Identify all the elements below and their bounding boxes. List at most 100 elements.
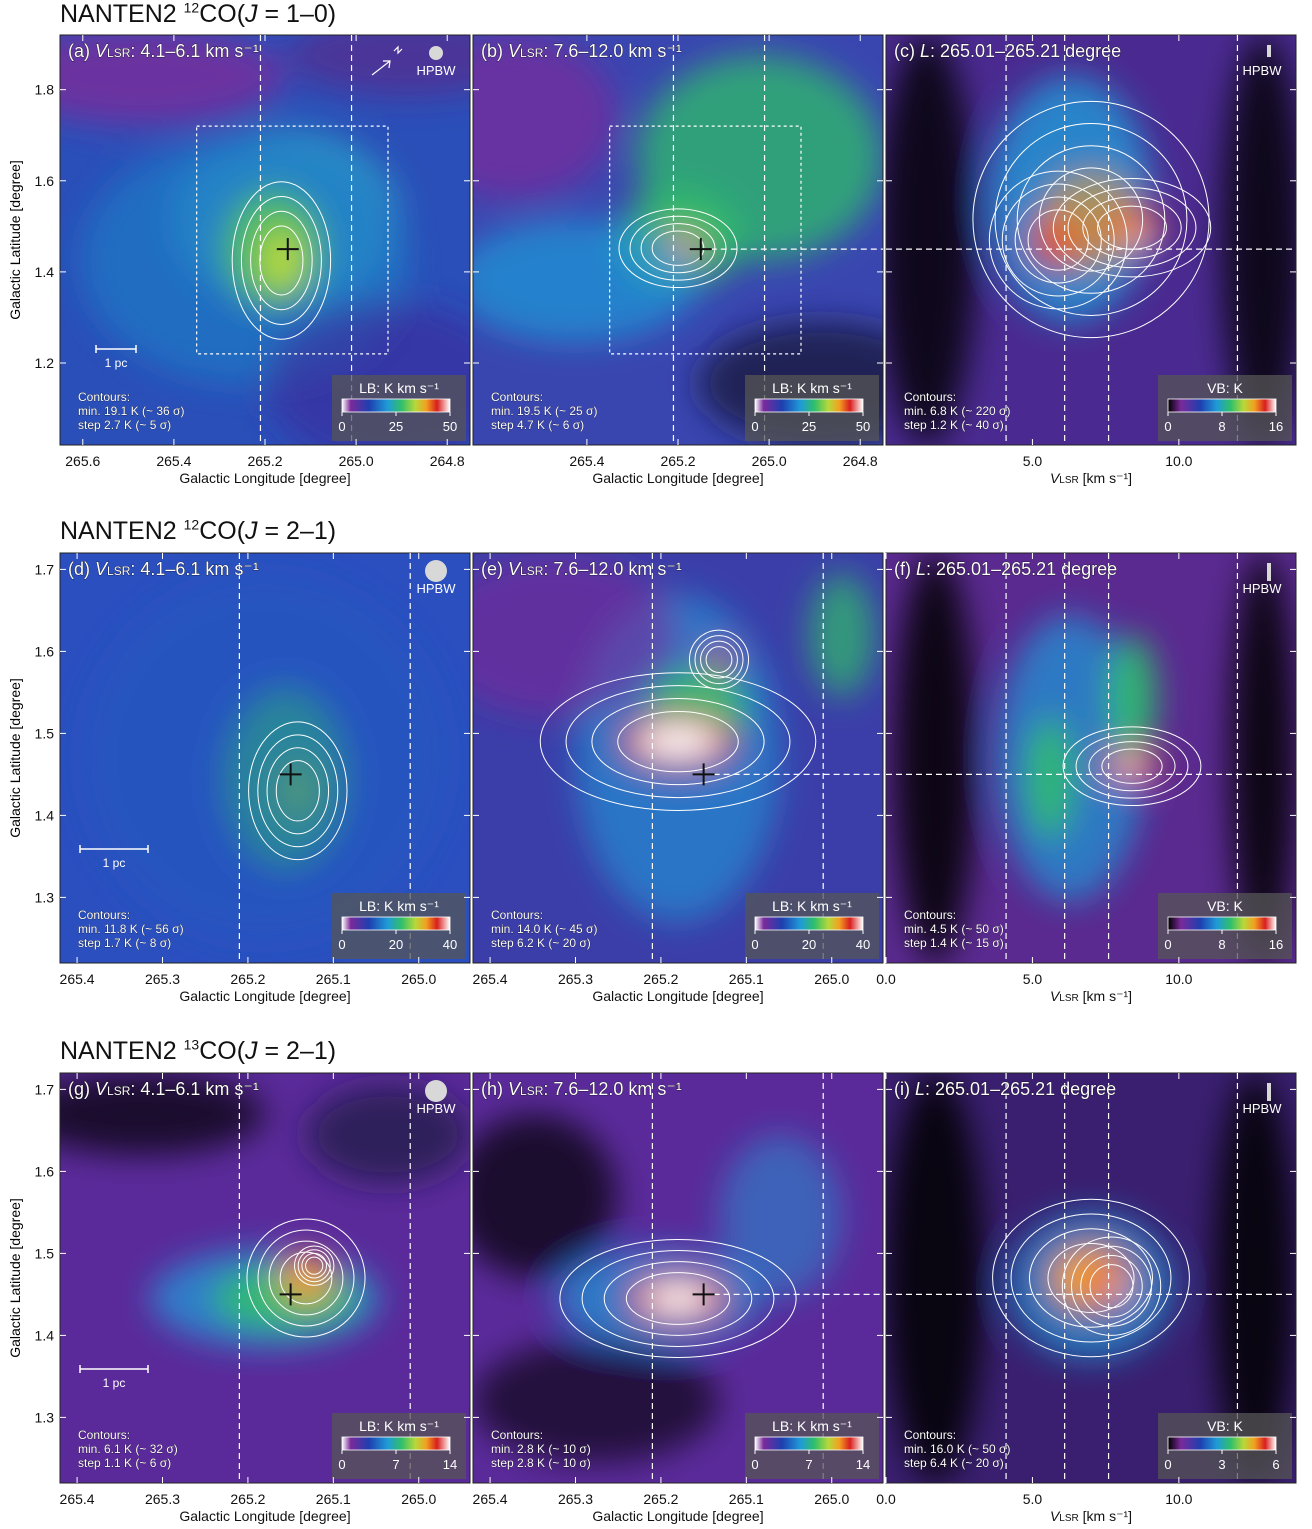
panel-label: (f) L: 265.01–265.21 degree	[894, 559, 1117, 579]
contour	[1016, 145, 1166, 294]
x-tick-label: 265.0	[339, 453, 374, 469]
colorbar-tick-label: 25	[389, 419, 403, 434]
x-tick-label: 5.0	[1023, 971, 1043, 987]
contours-text: step 4.7 K (~ 6 σ)	[491, 418, 584, 432]
x-axis-label: Galactic Longitude [degree]	[592, 1508, 763, 1524]
emission-blob	[1222, 35, 1296, 445]
contours-text: Contours:	[491, 1428, 543, 1442]
contour-lines	[972, 100, 1212, 339]
emission-layer	[473, 35, 883, 445]
y-axis	[473, 89, 883, 364]
unit: [km s⁻¹]	[1079, 1508, 1132, 1524]
y-tick-label: 1.7	[35, 1081, 55, 1097]
beam-circle	[425, 560, 447, 582]
contour	[1061, 1236, 1162, 1336]
x-tick-label: 265.1	[729, 1491, 764, 1507]
colorbar-gradient	[754, 1436, 864, 1451]
colorbar-tick-label: 16	[1269, 419, 1283, 434]
beam-circle	[425, 1080, 447, 1102]
colorbar: LB: K km s⁻¹ 0 25 50	[745, 375, 879, 441]
panel-frame	[472, 552, 884, 964]
beam-bar	[1267, 1083, 1271, 1101]
contours-text: step 2.8 K (~ 10 σ)	[491, 1456, 591, 1470]
transition: = 2–1)	[257, 517, 337, 545]
colorbar-tick-label: 3	[1218, 1457, 1225, 1472]
colorbar-tick-label: 14	[856, 1457, 870, 1472]
emission-blob	[60, 1073, 265, 1155]
contours-text: min. 14.0 K (~ 45 σ)	[491, 922, 597, 936]
emission-blob	[473, 553, 678, 717]
panel-b: (b) VLSR: 7.6–12.0 km s⁻¹ Contours:min. 1…	[472, 34, 884, 486]
row-title-prefix: NANTEN2	[60, 517, 184, 545]
contour-lines	[539, 629, 817, 811]
heatmap-image	[60, 35, 470, 445]
contour	[257, 734, 339, 848]
hpbw-indicator: HPBW	[417, 46, 456, 78]
isotope-superscript: 12	[183, 0, 200, 16]
colorbar: VB: K 0 3 6	[1158, 1413, 1292, 1479]
emission-blob	[473, 1339, 719, 1463]
x-tick-label: 265.2	[643, 1491, 678, 1507]
contour-lines	[559, 1238, 797, 1359]
hpbw-indicator: HPBW	[1243, 563, 1282, 596]
colorbar-tick-label: 0	[1164, 419, 1171, 434]
colorbar-tick-label: 0	[1164, 1457, 1171, 1472]
x-tick-label: 265.3	[558, 1491, 593, 1507]
contour	[231, 181, 332, 340]
contour	[992, 1198, 1190, 1358]
y-tick-label: 1.4	[35, 807, 55, 823]
longitude-range: : 265.01–265.21 degree	[926, 559, 1117, 579]
y-tick-label: 1.3	[35, 1409, 55, 1425]
x-tick-label: 265.3	[558, 971, 593, 987]
velocity-subscript: LSR	[107, 564, 131, 578]
contour	[301, 1252, 328, 1279]
contour	[1062, 726, 1202, 807]
velocity-symbol: V	[1050, 988, 1061, 1004]
colorbar-title: LB: K km s⁻¹	[772, 380, 852, 396]
contour	[700, 640, 738, 679]
colorbar-gradient	[341, 398, 451, 413]
contour	[629, 215, 727, 281]
hpbw-label: HPBW	[1243, 1101, 1283, 1116]
scale-bar: 1 pc	[79, 1365, 149, 1390]
x-axis: 265.4 265.3 265.2 265.1 265.0 Galactic Longit…	[60, 1073, 436, 1524]
panel-label: (a) VLSR: 4.1–6.1 km s⁻¹	[68, 41, 259, 61]
velocity-subscript: LSR	[520, 564, 544, 578]
hpbw-indicator: HPBW	[1243, 45, 1282, 78]
contours-text: min. 16.0 K (~ 50 σ)	[904, 1442, 1010, 1456]
y-axis: 1.3 1.4 1.5 1.6 1.7	[35, 1081, 470, 1425]
colorbar-tick-label: 7	[805, 1457, 812, 1472]
contours-text: step 6.4 K (~ 20 σ)	[904, 1456, 1004, 1470]
scale-label: 1 pc	[105, 356, 128, 370]
contour-lines	[1062, 726, 1202, 807]
contours-annotation: Contours:min. 19.5 K (~ 25 σ)step 4.7 K …	[491, 390, 598, 432]
x-tick-label: 264.8	[843, 453, 878, 469]
contour	[705, 646, 733, 674]
colorbar-title: LB: K km s⁻¹	[359, 1418, 439, 1434]
contour	[591, 698, 765, 786]
contours-text: Contours:	[78, 1428, 130, 1442]
colorbar-tick-label: 40	[856, 937, 870, 952]
emission-blob	[645, 1284, 711, 1313]
panel-id: (h)	[481, 1079, 508, 1099]
y-tick-label: 1.6	[35, 643, 55, 659]
panel-e: (e) VLSR: 7.6–12.0 km s⁻¹ Contours:min. 1…	[472, 552, 884, 1004]
contours-text: step 1.7 K (~ 8 σ)	[78, 936, 171, 950]
colorbar-tick-label: 8	[1218, 419, 1225, 434]
colorbar-gradient	[1167, 1436, 1277, 1451]
hpbw-label: HPBW	[417, 1101, 457, 1116]
x-tick-label: 10.0	[1165, 453, 1192, 469]
velocity-symbol: V	[508, 559, 522, 579]
hpbw-indicator: HPBW	[417, 560, 456, 596]
x-tick-label: 265.3	[145, 971, 180, 987]
contour	[1075, 733, 1189, 799]
panel-frame	[59, 552, 471, 964]
x-tick-label: 5.0	[1023, 1491, 1043, 1507]
x-axis: 265.4 265.3 265.2 265.1 265.0 Galactic Longit…	[473, 553, 849, 1004]
emission-blob	[894, 553, 977, 963]
y-axis-label: Galactic Latitude [degree]	[7, 160, 23, 320]
emission-blob	[473, 219, 699, 343]
x-axis-label: Galactic Longitude [degree]	[179, 1508, 350, 1524]
panel-h: (h) VLSR: 7.6–12.0 km s⁻¹ Contours:min. 2…	[472, 1072, 884, 1524]
colorbar-gradient	[341, 1436, 451, 1451]
